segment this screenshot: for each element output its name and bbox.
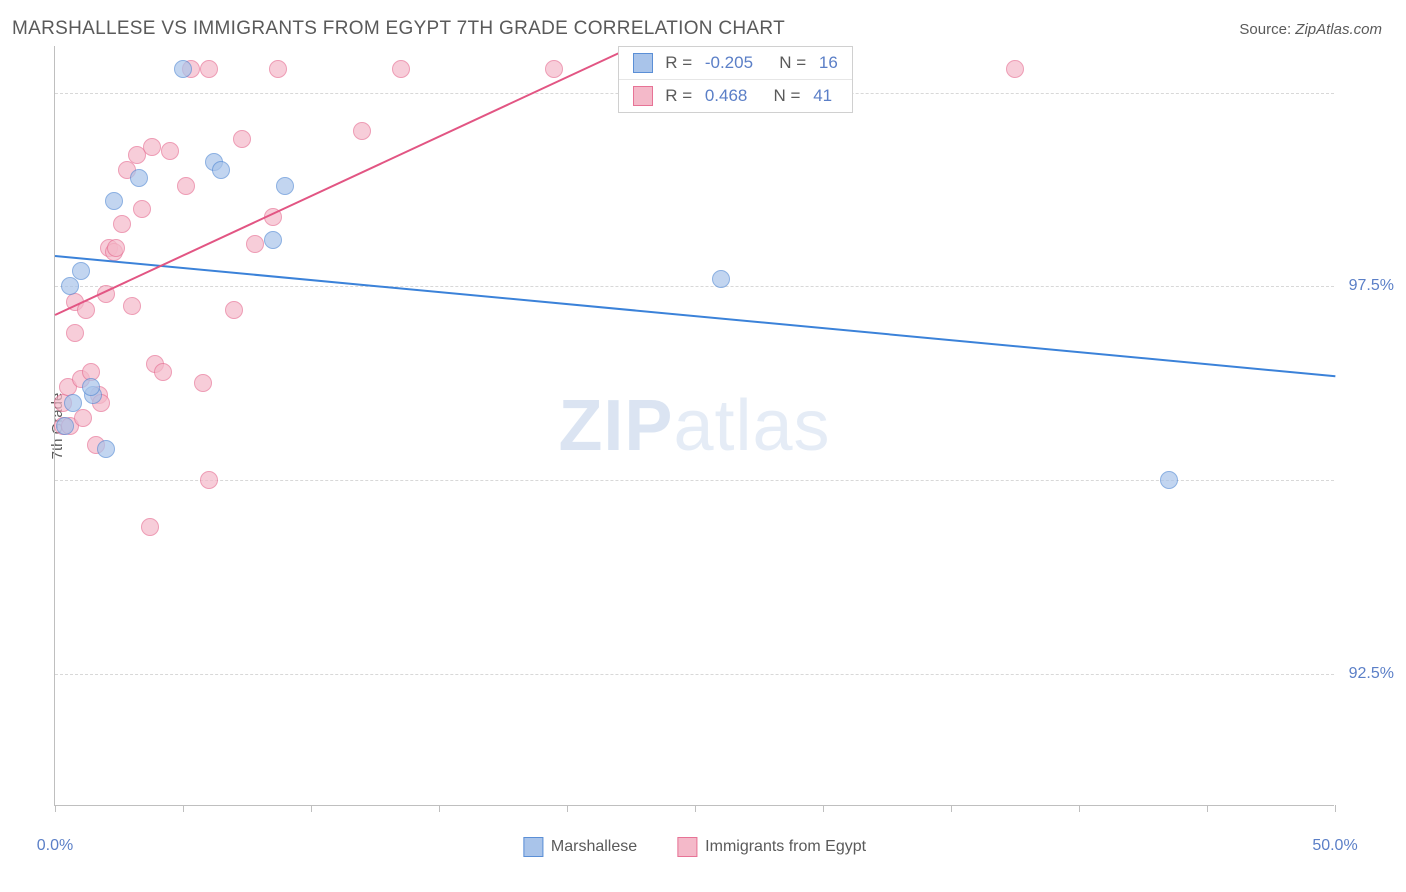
data-point [392,60,410,78]
data-point [174,60,192,78]
data-point [74,409,92,427]
y-tick-label: 92.5% [1349,665,1394,683]
legend-item: Marshallese [523,837,637,857]
data-point [1160,471,1178,489]
data-point [97,440,115,458]
source-value: ZipAtlas.com [1295,21,1382,38]
header: MARSHALLESE VS IMMIGRANTS FROM EGYPT 7TH… [0,0,1406,46]
data-point [269,60,287,78]
source: Source: ZipAtlas.com [1239,21,1382,38]
legend-swatch [523,837,543,857]
x-tick [567,805,568,812]
r-value: -0.205 [700,53,753,73]
n-label: N = [765,53,806,73]
r-value: 0.468 [700,86,747,106]
data-point [1006,60,1024,78]
data-point [61,277,79,295]
plot-area: ZIPatlas 92.5%97.5%0.0%50.0%MarshalleseI… [54,46,1334,806]
data-point [200,60,218,78]
x-tick [311,805,312,812]
data-point [154,363,172,381]
data-point [200,471,218,489]
stats-legend: R = -0.205 N = 16R = 0.468 N = 41 [618,46,853,113]
legend-swatch [633,53,653,73]
data-point [82,378,100,396]
chart-title: MARSHALLESE VS IMMIGRANTS FROM EGYPT 7TH… [12,18,785,40]
y-tick-label: 97.5% [1349,277,1394,295]
watermark-part1: ZIP [558,386,673,466]
gridline-h [55,674,1334,675]
n-label: N = [759,86,800,106]
x-tick [1079,805,1080,812]
data-point [130,169,148,187]
legend-item: Immigrants from Egypt [677,837,866,857]
data-point [56,417,74,435]
data-point [123,297,141,315]
x-tick [951,805,952,812]
data-point [246,235,264,253]
x-tick [183,805,184,812]
data-point [177,177,195,195]
watermark: ZIPatlas [558,385,830,467]
x-tick [55,805,56,812]
x-tick [695,805,696,812]
legend-label: Immigrants from Egypt [705,838,866,856]
data-point [107,239,125,257]
watermark-part2: atlas [673,386,830,466]
data-point [712,270,730,288]
data-point [194,374,212,392]
legend-swatch [633,86,653,106]
data-point [141,518,159,536]
chart-container: 7th Grade ZIPatlas 92.5%97.5%0.0%50.0%Ma… [12,46,1394,806]
x-tick-label: 50.0% [1312,837,1357,855]
data-point [105,192,123,210]
x-tick [439,805,440,812]
data-point [133,200,151,218]
r-label: R = [665,53,692,73]
legend-label: Marshallese [551,838,637,856]
data-point [264,231,282,249]
legend-swatch [677,837,697,857]
bottom-legend: Marshallese Immigrants from Egypt [523,837,866,857]
data-point [143,138,161,156]
stats-row: R = 0.468 N = 41 [619,80,852,112]
data-point [212,161,230,179]
data-point [233,130,251,148]
x-tick [1207,805,1208,812]
n-value: 16 [814,53,838,73]
stats-row: R = -0.205 N = 16 [619,47,852,80]
x-tick [1335,805,1336,812]
data-point [545,60,563,78]
trend-line [55,255,1335,377]
data-point [225,301,243,319]
gridline-h [55,480,1334,481]
n-value: 41 [809,86,833,106]
x-tick-label: 0.0% [37,837,73,855]
gridline-h [55,286,1334,287]
data-point [66,324,84,342]
data-point [72,262,90,280]
source-label: Source: [1239,21,1291,38]
r-label: R = [665,86,692,106]
x-tick [823,805,824,812]
data-point [353,122,371,140]
data-point [276,177,294,195]
data-point [113,215,131,233]
data-point [64,394,82,412]
data-point [161,142,179,160]
